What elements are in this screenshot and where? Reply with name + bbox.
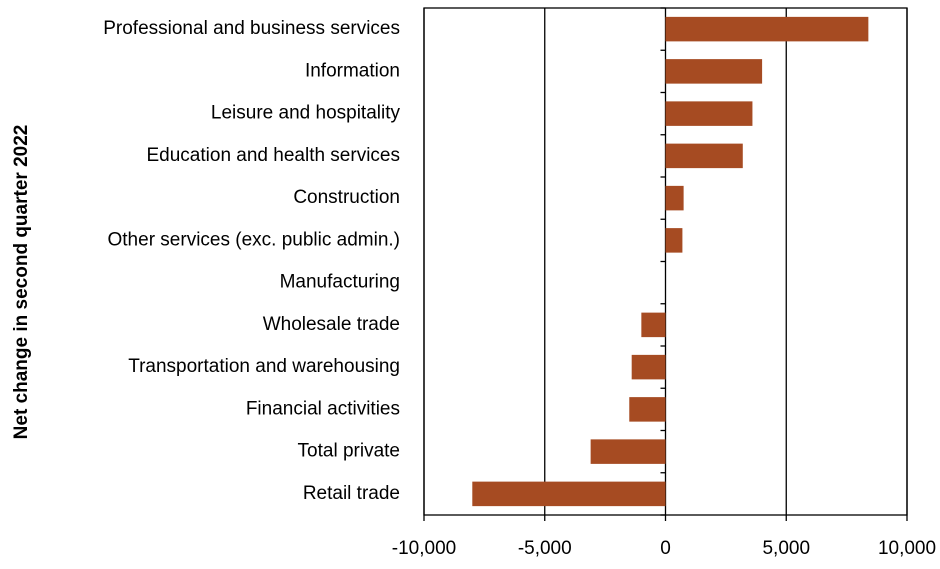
bar xyxy=(665,59,763,84)
y-tick-label: Construction xyxy=(293,187,400,208)
bar xyxy=(665,16,869,42)
bar xyxy=(472,481,666,507)
y-tick-label: Wholesale trade xyxy=(263,314,400,335)
y-axis-label: Net change in second quarter 2022 xyxy=(11,125,32,440)
y-tick-label: Total private xyxy=(298,441,400,462)
y-tick-label: Financial activities xyxy=(246,398,400,419)
y-tick-label: Retail trade xyxy=(303,483,400,504)
bar xyxy=(590,439,666,464)
bar xyxy=(665,143,743,169)
bar xyxy=(665,185,684,211)
x-tick-label: -10,000 xyxy=(392,538,456,559)
y-tick-label: Transportation and warehousing xyxy=(128,356,400,377)
bar xyxy=(665,101,753,126)
y-tick-label: Leisure and hospitality xyxy=(211,103,401,124)
bar xyxy=(665,228,683,253)
y-tick-label: Professional and business services xyxy=(103,18,400,39)
x-tick-label: 0 xyxy=(660,538,671,559)
y-tick-label: Information xyxy=(305,60,400,81)
x-tick-label: 10,000 xyxy=(878,538,936,559)
bar xyxy=(641,312,666,338)
bar xyxy=(631,354,666,380)
x-tick-label: -5,000 xyxy=(518,538,572,559)
y-tick-label: Other services (exc. public admin.) xyxy=(108,229,401,250)
bar xyxy=(629,397,666,422)
y-tick-label: Education and health services xyxy=(147,145,401,166)
x-tick-label: 5,000 xyxy=(762,538,810,559)
y-tick-label: Manufacturing xyxy=(280,272,400,293)
